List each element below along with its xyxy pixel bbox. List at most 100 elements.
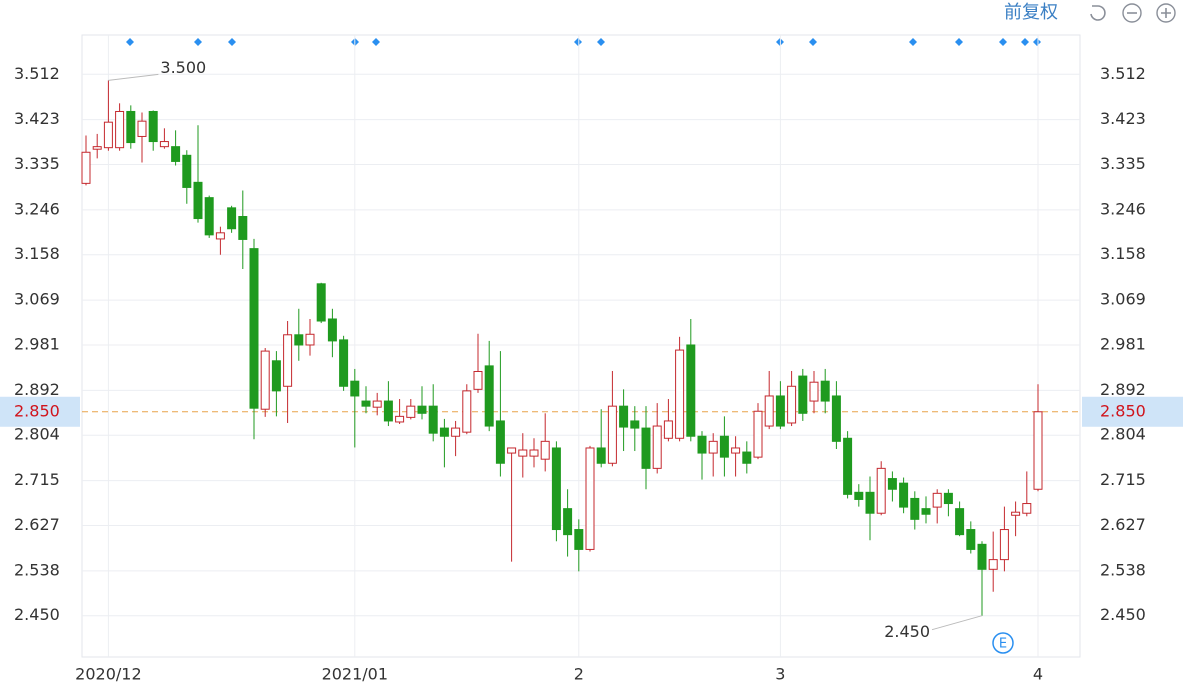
y2-tick-label: 3.069: [1100, 290, 1146, 309]
candle-body: [260, 350, 270, 410]
candle-body: [227, 207, 237, 230]
candle-body: [215, 232, 225, 240]
y2-tick-label: 2.804: [1100, 425, 1146, 444]
candle-body: [585, 447, 595, 550]
candle-body: [854, 491, 864, 500]
zoom-in-plus: [1161, 8, 1171, 18]
event-icon[interactable]: E: [992, 632, 1014, 654]
candle-body: [910, 497, 920, 520]
candle-body: [899, 482, 909, 508]
candle-body: [372, 400, 382, 408]
candle-body: [966, 529, 976, 550]
candle-body: [406, 405, 416, 418]
candle-body: [305, 333, 315, 346]
annotation-leader: [931, 615, 983, 631]
event-markers: [126, 38, 1041, 46]
y2-tick-label: 2.715: [1100, 470, 1146, 489]
plot-frame: [81, 34, 1081, 658]
candle-body: [294, 334, 304, 346]
candle-body: [484, 365, 494, 427]
y2-tick-label: 3.246: [1100, 199, 1146, 218]
y-tick-label: 2.804: [14, 425, 60, 444]
candle-body: [81, 151, 91, 184]
candle-body: [159, 141, 169, 148]
candle-body: [249, 248, 259, 409]
y-tick-label: 2.538: [14, 560, 60, 579]
candle-body: [126, 110, 136, 144]
y-tick-label: 3.069: [14, 290, 60, 309]
candle-body: [361, 400, 371, 407]
candle-body: [798, 375, 808, 414]
candle-body: [1033, 411, 1043, 490]
candle-body: [395, 415, 405, 423]
candle-body: [652, 425, 662, 469]
zoom-out-icon[interactable]: [1122, 3, 1142, 23]
price-label: 2.850: [1100, 401, 1146, 420]
event-marker[interactable]: [126, 38, 1041, 46]
candle-body: [327, 318, 337, 342]
candle-body: [988, 559, 998, 570]
candle-body: [686, 344, 696, 437]
adjust-mode[interactable]: 前复权: [1004, 2, 1058, 23]
price-box: [1082, 396, 1183, 427]
candle-body: [831, 395, 841, 442]
candle-body: [350, 380, 360, 397]
candle-body: [921, 508, 931, 515]
undo-icon[interactable]: [1090, 5, 1106, 21]
candle-body: [843, 437, 853, 495]
y-tick-label: 3.335: [14, 154, 60, 173]
candle-body: [507, 447, 517, 454]
y-tick-label: 3.246: [14, 199, 60, 218]
y-tick-label: 2.981: [14, 334, 60, 353]
candle-body: [115, 110, 125, 149]
x-tick-label: 2: [574, 665, 584, 684]
candle-body: [383, 400, 393, 422]
candle-body: [708, 440, 718, 454]
candle-body: [663, 420, 673, 439]
candle-body: [596, 447, 606, 464]
candle-body: [932, 492, 942, 508]
y2-tick-label: 3.423: [1100, 109, 1146, 128]
candle-body: [641, 427, 651, 469]
candle-body: [619, 405, 629, 428]
candle-body: [675, 349, 685, 439]
candle-body: [473, 370, 483, 390]
candle-body: [742, 451, 752, 464]
y2-tick-label: 3.335: [1100, 154, 1146, 173]
candle-body: [182, 154, 192, 188]
y-tick-label: 2.892: [14, 380, 60, 399]
candle-body: [417, 405, 427, 414]
annotation-label: 3.500: [160, 58, 206, 77]
event-icon-circle: [992, 632, 1014, 654]
toolbar: 前复权: [1004, 2, 1176, 23]
y2-tick-label: 2.538: [1100, 560, 1146, 579]
candle-body: [103, 121, 113, 149]
candle-body: [137, 120, 147, 137]
candle-body: [955, 508, 965, 536]
candle-body: [495, 420, 505, 464]
y-tick-label: 3.423: [14, 109, 60, 128]
candle-body: [563, 508, 573, 536]
candle-body: [753, 410, 763, 458]
candle-body: [887, 478, 897, 490]
candle-body: [462, 390, 472, 433]
candle-body: [1022, 503, 1032, 514]
y-tick-label: 2.450: [14, 605, 60, 624]
candle-body: [283, 334, 293, 387]
candle-body: [787, 385, 797, 424]
candle-body: [451, 427, 461, 437]
candle-body: [148, 110, 158, 143]
candle-body: [238, 216, 248, 240]
zoom-in-icon[interactable]: [1156, 3, 1176, 23]
candle-body: [551, 447, 561, 531]
candle-body: [1011, 511, 1021, 516]
candle-body: [943, 492, 953, 505]
candle-body: [574, 529, 584, 550]
candle-body: [697, 435, 707, 454]
candle-body: [204, 197, 214, 236]
y2-tick-label: 2.450: [1100, 605, 1146, 624]
annotation-leader: [108, 73, 159, 81]
candle-body: [439, 427, 449, 437]
x-tick-label: 3: [775, 665, 785, 684]
